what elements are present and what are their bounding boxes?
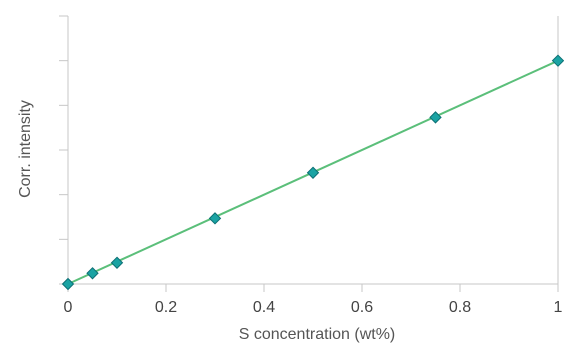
data-point [551, 54, 564, 67]
data-point [86, 267, 99, 280]
x-tick-label: 0 [64, 299, 73, 316]
x-tick-label: 0.6 [351, 299, 373, 316]
x-tick-label: 1 [554, 299, 563, 316]
data-point [306, 166, 320, 179]
data-points [61, 54, 564, 291]
x-ticks: 0 0.2 0.4 0.6 0.8 1 [64, 284, 563, 316]
x-axis-title: S concentration (wt%) [239, 326, 396, 343]
axes [67, 16, 559, 285]
data-point [110, 256, 124, 269]
x-tick-label: 0.2 [155, 299, 177, 316]
data-point [429, 111, 442, 124]
data-point [208, 212, 222, 225]
y-ticks [59, 15, 68, 285]
x-tick-label: 0.8 [449, 299, 471, 316]
data-point [61, 277, 75, 291]
x-tick-label: 0.4 [253, 299, 275, 316]
y-axis-title: Corr. intensity [17, 100, 34, 198]
